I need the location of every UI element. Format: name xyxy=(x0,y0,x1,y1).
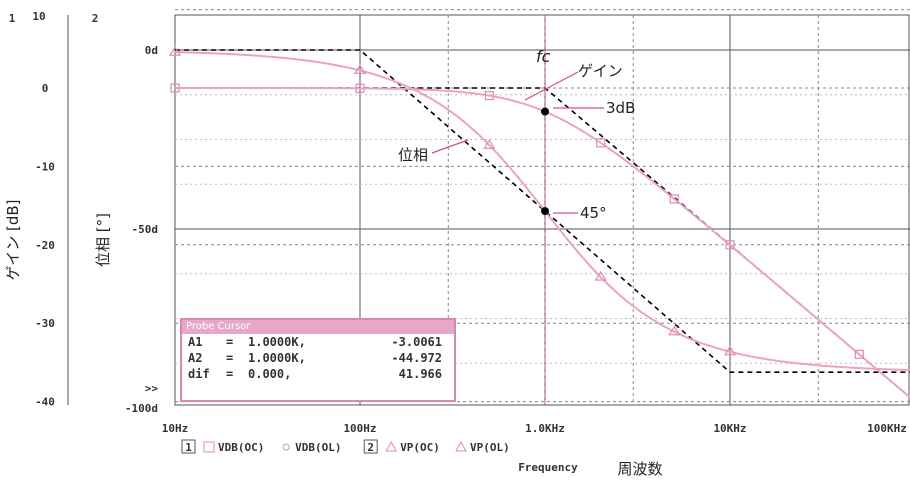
asymptote-phase xyxy=(175,49,910,374)
fc-label: fc xyxy=(536,47,551,66)
x-axis-title-jp: 周波数 xyxy=(617,460,662,478)
cursor-marker xyxy=(541,207,549,216)
legend-entry: VP(OL) xyxy=(470,441,510,454)
legend-entry: VDB(OL) xyxy=(295,441,341,454)
legend-symbol xyxy=(455,440,467,452)
y1-tick-label: -40 xyxy=(35,396,55,409)
axis-labels: 10Hz 100Hz 1.0KHz 10KHz 100KHz 10 0 -10 -20 -30 -4… xyxy=(4,10,907,478)
data-point xyxy=(168,46,182,56)
x-tick-label: 10KHz xyxy=(713,422,746,435)
row-x: 1.0000K, xyxy=(248,351,306,365)
gain-arrow xyxy=(524,71,579,101)
data-point xyxy=(669,194,679,204)
gain-label: ゲイン xyxy=(578,62,623,80)
y2-tick-label: -50d xyxy=(132,223,159,236)
row-y: 41.966 xyxy=(398,367,442,381)
x-tick-label: 100KHz xyxy=(867,422,907,435)
data-point xyxy=(355,83,365,93)
x-tick-label: 10Hz xyxy=(162,422,189,435)
row-y: -44.972 xyxy=(391,351,442,365)
y1-tick-label: 0 xyxy=(42,82,49,95)
3db-label: 3dB xyxy=(606,99,635,117)
cursor-marker xyxy=(541,107,549,116)
data-point xyxy=(170,83,180,93)
data-point xyxy=(668,325,681,336)
data-point xyxy=(483,139,496,149)
y2-tick-label: -100d xyxy=(125,402,158,415)
markers xyxy=(541,15,549,405)
row-name: A2 xyxy=(188,351,203,365)
x-tick-label: 1.0KHz xyxy=(525,422,565,435)
row-y: -3.0061 xyxy=(391,335,442,349)
data-point xyxy=(723,345,737,356)
legend-symbol xyxy=(203,441,215,453)
y2-tick-label: 0d xyxy=(145,44,158,57)
probe-row: A1 = 1.0000K, -3.0061 xyxy=(182,334,454,350)
legend-symbol xyxy=(385,440,398,452)
overflow-marker: >> xyxy=(145,382,159,395)
legend-symbol xyxy=(282,443,290,451)
row-x: 0.000, xyxy=(248,367,292,381)
probe-row: dif = 0.000, 41.966 xyxy=(182,366,454,382)
phase-label: 位相 xyxy=(398,146,428,164)
row-name: A1 xyxy=(188,335,203,349)
data-point xyxy=(596,138,606,148)
grid xyxy=(174,9,910,406)
y1-tick-label: -10 xyxy=(35,160,55,173)
phase-arrow xyxy=(431,139,469,154)
data-point xyxy=(353,64,367,75)
legend-number: 1 xyxy=(185,441,192,454)
y2-axis-number: 2 xyxy=(92,12,99,25)
legend-number-box xyxy=(181,439,196,454)
y1-tick-label: 10 xyxy=(32,10,45,23)
data-point xyxy=(854,349,864,360)
probe-row: A2 = 1.0000K, -44.972 xyxy=(182,350,454,366)
y1-axis-number: 1 xyxy=(9,12,16,25)
45deg-label: 45° xyxy=(580,204,607,222)
row-name: dif xyxy=(188,367,210,381)
y1-tick-label: -20 xyxy=(35,239,55,252)
probe-cursor-title: Probe Cursor xyxy=(182,320,454,334)
x-tick-label: 100Hz xyxy=(343,422,376,435)
row-eq: = xyxy=(226,335,234,349)
legend-entry: VP(OC) xyxy=(400,441,440,454)
data-point xyxy=(594,270,607,281)
x-axis-title: Frequency xyxy=(518,461,578,474)
y1-tick-label: -30 xyxy=(35,317,55,330)
row-x: 1.0000K, xyxy=(248,335,306,349)
plot-frame xyxy=(174,14,910,406)
legend-number-box xyxy=(363,439,378,454)
row-eq: = xyxy=(226,367,234,381)
row-eq: = xyxy=(226,351,234,365)
data-point xyxy=(484,91,494,101)
legend-number: 2 xyxy=(367,441,374,454)
y2-axis-title: 位相 [°] xyxy=(94,213,112,267)
data-point xyxy=(725,240,735,250)
probe-cursor-panel[interactable]: Probe Cursor A1 = 1.0000K, -3.0061 A2 = … xyxy=(180,318,456,402)
y1-axis-title: ゲイン [dB] xyxy=(4,200,22,281)
legend-entry: VDB(OC) xyxy=(218,441,264,454)
